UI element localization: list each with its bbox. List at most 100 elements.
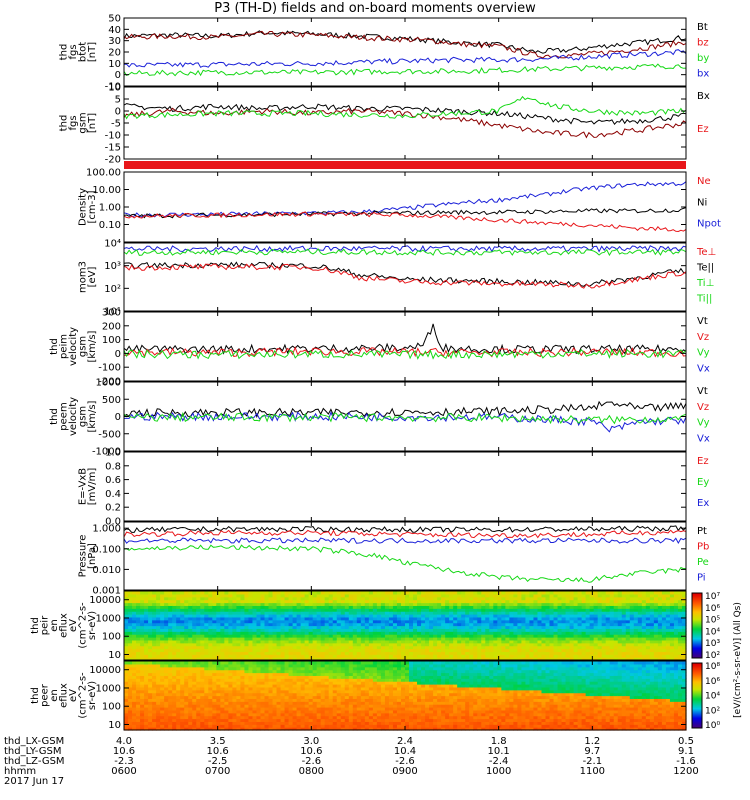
peir-pixel <box>400 639 406 644</box>
peir-pixel <box>445 622 450 627</box>
peir-pixel <box>380 642 386 647</box>
peer-pixel <box>272 698 278 702</box>
peer-pixel <box>236 692 242 697</box>
peir-pixel <box>272 657 278 661</box>
peir-pixel <box>509 591 514 595</box>
peir-pixel <box>473 634 478 638</box>
peer-pixel <box>312 704 318 708</box>
peer-pixel <box>204 707 209 711</box>
efield-frame <box>123 451 687 522</box>
peir-pixel <box>561 634 567 638</box>
peer-pixel <box>244 707 250 711</box>
peir-pixel <box>609 591 615 595</box>
peir-pixel <box>505 616 510 621</box>
peir-pixel <box>304 616 310 621</box>
peir-pixel <box>204 602 209 606</box>
peir-pixel <box>569 631 575 635</box>
peir-pixel <box>188 602 193 606</box>
peir-pixel <box>132 657 137 661</box>
peir-pixel <box>376 616 382 621</box>
peir-pixel <box>364 593 370 598</box>
peir-pixel <box>312 642 318 647</box>
peir-pixel <box>228 645 233 650</box>
peir-pixel <box>184 605 189 609</box>
peer-pixel <box>312 684 318 688</box>
peir-pixel <box>192 642 197 647</box>
peir-pixel <box>677 619 683 624</box>
peir-pixel <box>324 654 330 658</box>
peir-pixel <box>316 625 322 629</box>
peir-pixel <box>509 616 514 621</box>
peir-pixel <box>549 608 555 612</box>
peir-pixel <box>332 591 338 595</box>
peim_vel-ytick-label: 300 <box>102 308 121 319</box>
peir-pixel <box>152 634 157 638</box>
peir-pixel <box>260 619 266 624</box>
peir-pixel <box>324 622 330 627</box>
peir-pixel <box>549 657 555 661</box>
peir-pixel <box>473 631 478 635</box>
peir-pixel <box>376 622 382 627</box>
peir-pixel <box>376 596 382 601</box>
peir-pixel <box>653 593 659 598</box>
peir-pixel <box>244 657 250 661</box>
peer-pixel <box>312 724 318 728</box>
peer-pixel <box>204 704 209 708</box>
peir-pixel <box>405 654 410 658</box>
peer-pixel <box>268 681 274 685</box>
peir-pixel <box>581 605 587 609</box>
peir-pixel <box>144 645 149 650</box>
peir-pixel <box>372 628 378 632</box>
peer-pixel <box>312 661 318 665</box>
peir-pixel <box>537 611 543 615</box>
peir-pixel <box>248 628 254 632</box>
peir-pixel <box>625 645 631 650</box>
peir-pixel <box>360 619 366 624</box>
peer-pixel <box>320 704 326 708</box>
peir-pixel <box>136 591 141 595</box>
peer-pixel <box>320 718 326 722</box>
peir-pixel <box>433 596 438 601</box>
peir-pixel <box>140 614 145 618</box>
peer-pixel <box>148 695 153 699</box>
peir-pixel <box>296 657 302 661</box>
peir-pixel <box>180 625 185 629</box>
peir-pixel <box>320 611 326 615</box>
peir-pixel <box>461 611 466 615</box>
peir-pixel <box>164 634 169 638</box>
pressure-ytick-label: 0.100 <box>92 544 121 555</box>
peer-pixel <box>160 669 165 674</box>
peir-pixel <box>425 611 430 615</box>
peir-pixel <box>340 639 346 644</box>
peir-pixel <box>192 654 197 658</box>
peir-pixel <box>328 637 334 641</box>
peer-pixel <box>160 678 165 682</box>
peer-pixel <box>204 669 209 674</box>
peir-pixel <box>609 637 615 641</box>
peir-pixel <box>292 625 298 629</box>
peer-pixel <box>316 666 322 671</box>
peir-pixel <box>585 645 591 650</box>
peer-pixel <box>296 672 302 676</box>
peir-pixel <box>308 639 314 644</box>
peir-pixel <box>449 625 454 629</box>
peir-pixel <box>513 622 518 627</box>
peir-pixel <box>152 596 157 601</box>
peir-pixel <box>344 648 350 652</box>
peir-pixel <box>497 614 502 618</box>
peir-pixel <box>505 628 510 632</box>
peir-pixel <box>489 639 494 644</box>
peir-pixel <box>132 637 137 641</box>
peir-pixel <box>449 608 454 612</box>
peer-pixel <box>212 712 217 717</box>
peir-pixel <box>348 593 354 598</box>
peer-pixel <box>228 661 233 665</box>
peir-pixel <box>168 605 173 609</box>
peer-pixel <box>212 686 217 691</box>
peir-pixel <box>340 599 346 604</box>
peir-pixel <box>413 602 418 606</box>
peer-pixel <box>260 686 266 691</box>
peir-pixel <box>280 654 286 658</box>
peir-pixel <box>336 591 342 595</box>
peir-pixel <box>388 611 394 615</box>
